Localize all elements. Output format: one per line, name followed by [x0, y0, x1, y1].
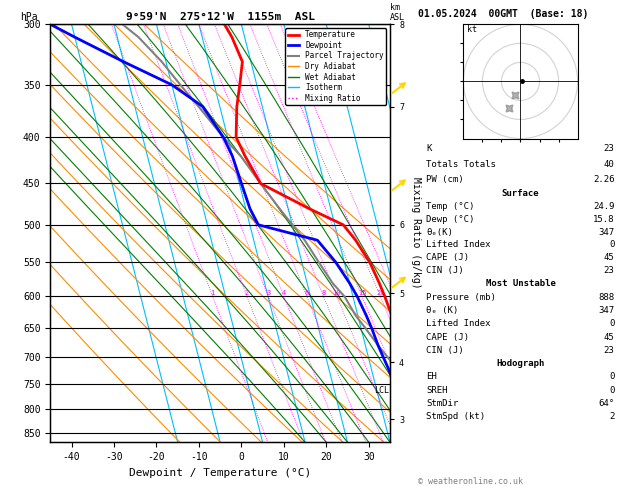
Text: 01.05.2024  00GMT  (Base: 18): 01.05.2024 00GMT (Base: 18)	[418, 9, 589, 19]
Text: 20: 20	[376, 291, 384, 296]
Text: Temp (°C): Temp (°C)	[426, 202, 475, 211]
Text: 23: 23	[604, 266, 615, 275]
Text: 888: 888	[598, 293, 615, 302]
Text: SREH: SREH	[426, 385, 448, 395]
Text: Pressure (mb): Pressure (mb)	[426, 293, 496, 302]
Text: 347: 347	[598, 306, 615, 315]
Text: EH: EH	[426, 372, 437, 382]
Text: 23: 23	[604, 144, 615, 153]
Text: PW (cm): PW (cm)	[426, 175, 464, 184]
Legend: Temperature, Dewpoint, Parcel Trajectory, Dry Adiabat, Wet Adiabat, Isotherm, Mi: Temperature, Dewpoint, Parcel Trajectory…	[286, 28, 386, 105]
Text: 0: 0	[609, 241, 615, 249]
Text: CIN (J): CIN (J)	[426, 266, 464, 275]
X-axis label: Dewpoint / Temperature (°C): Dewpoint / Temperature (°C)	[129, 468, 311, 478]
Text: StmDir: StmDir	[426, 399, 459, 408]
Text: Totals Totals: Totals Totals	[426, 159, 496, 169]
Text: 15.8: 15.8	[593, 215, 615, 224]
Text: Surface: Surface	[502, 189, 539, 198]
Text: Most Unstable: Most Unstable	[486, 279, 555, 288]
Text: StmSpd (kt): StmSpd (kt)	[426, 412, 486, 421]
Text: 45: 45	[604, 332, 615, 342]
Text: © weatheronline.co.uk: © weatheronline.co.uk	[418, 477, 523, 486]
Text: Hodograph: Hodograph	[496, 359, 545, 368]
Text: 45: 45	[604, 253, 615, 262]
Text: hPa: hPa	[19, 12, 37, 22]
Text: 3: 3	[266, 291, 270, 296]
Text: CAPE (J): CAPE (J)	[426, 332, 469, 342]
Text: 1: 1	[211, 291, 214, 296]
Text: 347: 347	[598, 227, 615, 237]
Title: 9°59'N  275°12'W  1155m  ASL: 9°59'N 275°12'W 1155m ASL	[126, 12, 314, 22]
Text: 10: 10	[333, 291, 341, 296]
Text: CIN (J): CIN (J)	[426, 346, 464, 355]
Text: LCL: LCL	[374, 386, 389, 395]
Text: 8: 8	[321, 291, 326, 296]
Text: 6: 6	[304, 291, 309, 296]
Text: 2: 2	[245, 291, 249, 296]
Text: kt: kt	[467, 25, 477, 34]
Text: 24.9: 24.9	[593, 202, 615, 211]
Text: km
ASL: km ASL	[390, 3, 405, 22]
Text: 2: 2	[609, 412, 615, 421]
Text: 40: 40	[604, 159, 615, 169]
Text: 64°: 64°	[598, 399, 615, 408]
Text: 0: 0	[609, 385, 615, 395]
Text: 23: 23	[604, 346, 615, 355]
Text: Lifted Index: Lifted Index	[426, 319, 491, 329]
Y-axis label: Mixing Ratio (g/kg): Mixing Ratio (g/kg)	[411, 177, 421, 289]
Text: CAPE (J): CAPE (J)	[426, 253, 469, 262]
Text: 4: 4	[282, 291, 286, 296]
Text: K: K	[426, 144, 432, 153]
Text: 15: 15	[358, 291, 366, 296]
Text: 0: 0	[609, 372, 615, 382]
Text: θₑ(K): θₑ(K)	[426, 227, 454, 237]
Text: θₑ (K): θₑ (K)	[426, 306, 459, 315]
Text: 0: 0	[609, 319, 615, 329]
Text: Lifted Index: Lifted Index	[426, 241, 491, 249]
Text: Dewp (°C): Dewp (°C)	[426, 215, 475, 224]
Text: 2.26: 2.26	[593, 175, 615, 184]
